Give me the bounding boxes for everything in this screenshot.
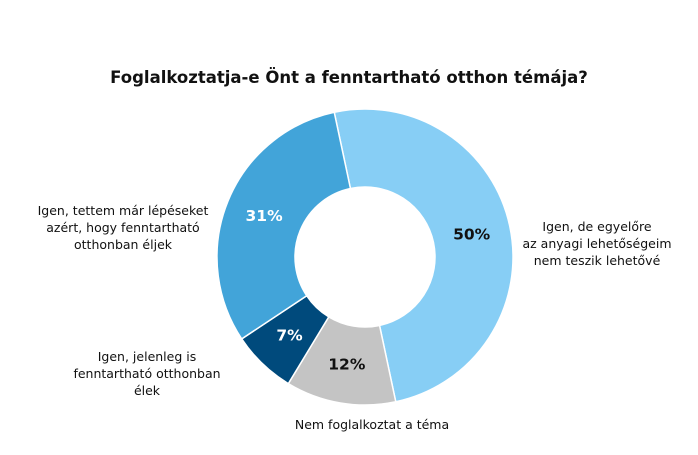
donut-slice-4 — [216, 111, 352, 340]
category-label-line: azért, hogy fenntartható — [46, 220, 199, 235]
category-label-line: fenntartható otthonban — [73, 366, 220, 381]
chart-title: Foglalkoztatja-e Önt a fenntartható otth… — [110, 68, 588, 87]
category-label-line: Igen, de egyelőre — [542, 219, 651, 234]
category-label-line: otthonban éljek — [74, 237, 173, 252]
slice-category-label: Igen, jelenleg is fenntartható otthonban é… — [73, 349, 220, 398]
category-label-line: élek — [134, 383, 161, 398]
category-label-line: nem teszik lehetővé — [534, 253, 661, 268]
slice-category-label: Nem foglalkoztat a téma — [295, 417, 449, 432]
slice-percent-label: 50% — [453, 225, 491, 243]
category-label-line: Igen, jelenleg is — [98, 349, 197, 364]
donut-slice-1 — [333, 108, 514, 403]
slice-percent-label: 31% — [246, 207, 284, 225]
category-labels-group: Igen, de egyelőre az anyagi lehetőségeim n… — [38, 203, 672, 432]
slice-category-label: Igen, de egyelőre az anyagi lehetőségeim n… — [522, 219, 671, 268]
slice-percent-label: 7% — [276, 327, 303, 345]
percent-labels-group: 50% 12% 7% 31% — [246, 207, 491, 374]
category-label-line: Nem foglalkoztat a téma — [295, 417, 449, 432]
slice-category-label: Igen, tettem már lépéseket azért, hogy fe… — [38, 203, 209, 252]
slices-group — [216, 108, 514, 406]
category-label-line: az anyagi lehetőségeim — [522, 236, 671, 251]
category-label-line: Igen, tettem már lépéseket — [38, 203, 209, 218]
slice-percent-label: 12% — [328, 355, 366, 373]
